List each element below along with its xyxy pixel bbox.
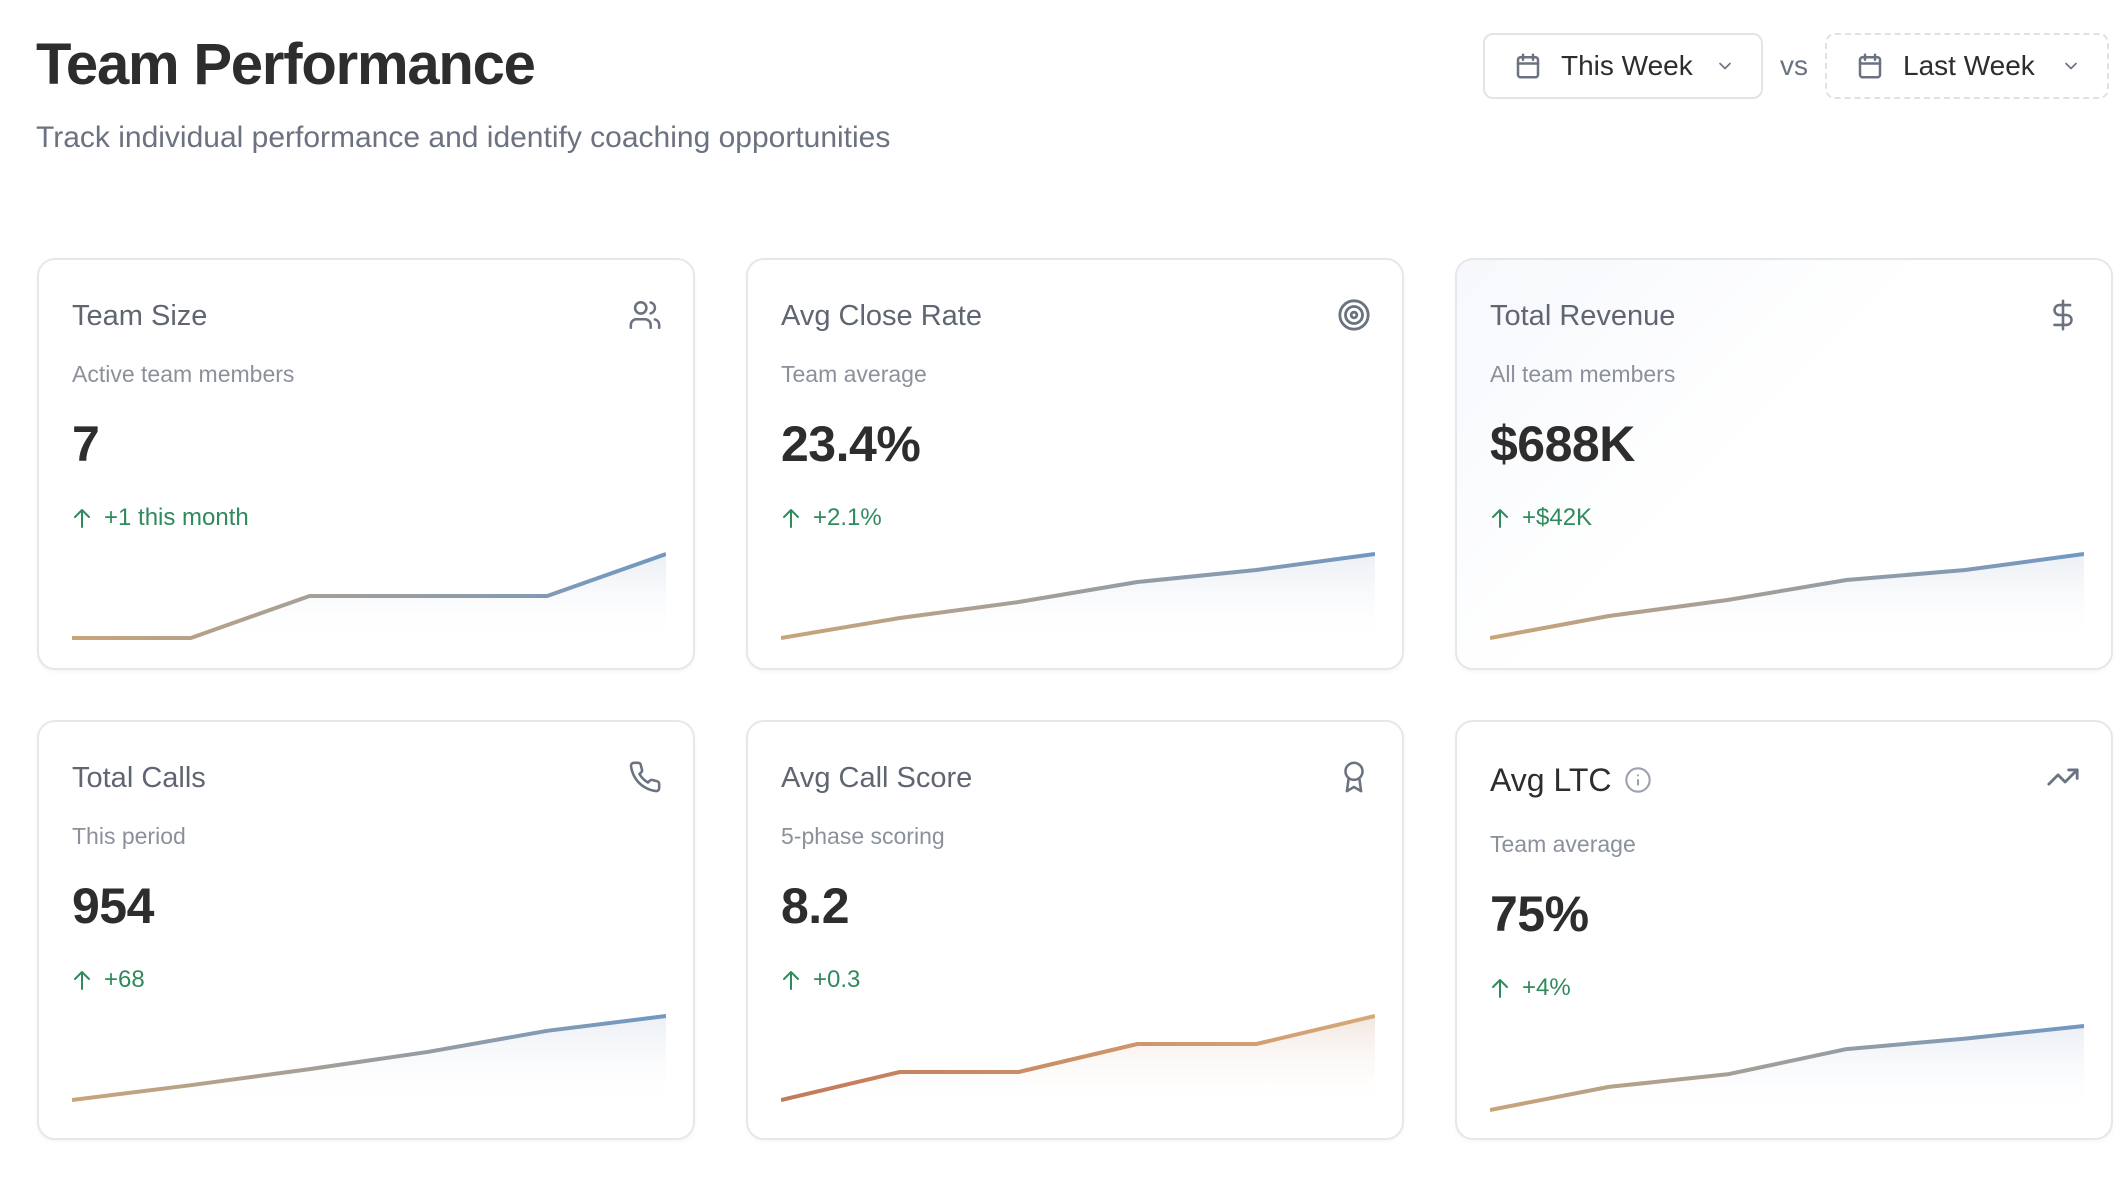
metric-card-avg-call-score[interactable]: Avg Call Score 5-phase scoring 8.2 +0.3 [746, 720, 1404, 1140]
chevron-down-icon [2065, 62, 2077, 70]
arrow-up-icon [74, 971, 90, 990]
card-delta: +4% [1490, 974, 1571, 1002]
sparkline [781, 1014, 1375, 1102]
sparkline-line [1490, 1024, 2084, 1112]
arrow-up-icon [1492, 509, 1508, 528]
card-value: 8.2 [781, 878, 850, 934]
card-title: Total Revenue [1490, 300, 1676, 332]
period-controls: This Week vs Last Week [1483, 33, 2109, 99]
info-icon[interactable] [1624, 766, 1652, 794]
card-title: Avg Call Score [781, 762, 973, 794]
arrow-up-icon [783, 509, 799, 528]
compare-period-dropdown[interactable]: Last Week [1825, 33, 2109, 99]
card-description: This period [72, 823, 186, 849]
metric-card-team-size[interactable]: Team Size Active team members 7 +1 this … [37, 258, 695, 670]
card-delta: +$42K [1490, 504, 1592, 532]
calendar-icon [1858, 53, 1882, 79]
card-title-text: Avg LTC [1490, 762, 1612, 798]
card-delta-text: +68 [104, 966, 145, 993]
card-value: 954 [72, 878, 154, 934]
sparkline [72, 552, 666, 640]
current-period-dropdown[interactable]: This Week [1483, 33, 1763, 99]
card-title: Avg LTC [1490, 762, 1652, 798]
arrow-up-icon [783, 971, 799, 990]
sparkline [781, 552, 1375, 640]
metric-card-total-calls[interactable]: Total Calls This period 954 +68 [37, 720, 695, 1140]
current-period-label: This Week [1561, 50, 1693, 81]
arrow-up-icon [1492, 979, 1508, 998]
card-delta: +0.3 [781, 966, 860, 994]
sparkline [1490, 1024, 2084, 1112]
trending-up-icon [2047, 768, 2079, 786]
card-title: Avg Close Rate [781, 300, 982, 332]
vs-label: vs [1780, 50, 1808, 81]
card-description: Team average [1490, 831, 1636, 857]
page-title: Team Performance [36, 32, 536, 97]
card-delta-text: +0.3 [813, 966, 861, 993]
card-delta: +1 this month [72, 504, 249, 532]
card-delta-text: +1 this month [104, 504, 249, 531]
card-value: 7 [72, 416, 100, 472]
users-icon [629, 300, 661, 330]
card-title: Team Size [72, 300, 208, 332]
card-delta-text: +$42K [1522, 504, 1593, 531]
card-value: 23.4% [781, 416, 921, 472]
card-delta: +2.1% [781, 504, 882, 532]
card-description: Active team members [72, 361, 295, 387]
card-delta-text: +2.1% [813, 504, 882, 531]
dollar-icon [2053, 299, 2073, 331]
card-description: Team average [781, 361, 927, 387]
award-icon [1344, 761, 1364, 793]
metric-card-total-revenue[interactable]: Total Revenue All team members $688K +$4… [1455, 258, 2113, 670]
compare-period-label: Last Week [1903, 50, 2035, 81]
sparkline [1490, 552, 2084, 640]
card-value: $688K [1490, 416, 1635, 472]
card-description: 5-phase scoring [781, 823, 945, 849]
chevron-down-icon [1719, 62, 1731, 70]
sparkline [72, 1014, 666, 1102]
phone-icon [629, 761, 661, 793]
calendar-icon [1516, 53, 1540, 79]
page-subtitle: Track individual performance and identif… [36, 121, 891, 154]
metric-card-avg-ltc[interactable]: Avg LTC Team average 75% +4% [1455, 720, 2113, 1140]
sparkline-line [1490, 552, 2084, 640]
sparkline-area [1490, 554, 2084, 638]
target-icon [1338, 299, 1370, 331]
sparkline-line [781, 1014, 1375, 1102]
sparkline-line [781, 552, 1375, 640]
sparkline-line [72, 552, 666, 640]
sparkline-line [72, 1014, 666, 1102]
card-delta-text: +4% [1522, 974, 1571, 1001]
page-header: Team Performance Track individual perfor… [36, 30, 890, 156]
metrics-grid: Team Size Active team members 7 +1 this … [37, 258, 2113, 1140]
metric-card-avg-close-rate[interactable]: Avg Close Rate Team average 23.4% +2.1% [746, 258, 1404, 670]
card-value: 75% [1490, 886, 1589, 942]
card-delta: +68 [72, 966, 145, 994]
sparkline-area [1490, 1026, 2084, 1110]
card-title: Total Calls [72, 762, 206, 794]
card-description: All team members [1490, 361, 1676, 387]
arrow-up-icon [74, 509, 90, 528]
